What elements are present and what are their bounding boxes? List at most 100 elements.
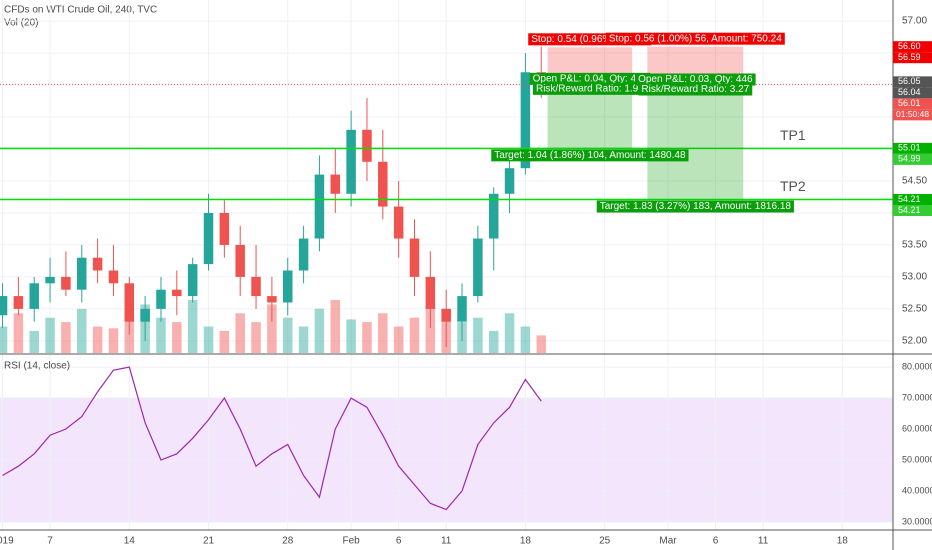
rsi-title: RSI (14, close) — [4, 361, 70, 372]
candle-body — [61, 276, 71, 290]
candle-body — [251, 276, 261, 297]
rsi-line — [2, 366, 542, 511]
candle-body — [346, 129, 356, 194]
y-tick-label: 52.00 — [902, 335, 927, 346]
volume-bar — [536, 335, 547, 353]
x-tick-label: 21 — [203, 536, 215, 547]
ratio-label: Risk/Reward Ratio: 3.27 — [641, 84, 749, 95]
volume-bar — [473, 317, 483, 353]
pnl-label-box — [635, 73, 756, 86]
volume-bar — [378, 313, 388, 353]
volume-bar — [330, 300, 341, 353]
candle-body — [108, 270, 119, 284]
x-tick-label: 6 — [396, 536, 402, 547]
price-tag-box — [893, 98, 932, 110]
pnl-label: Open P&L: 0.04, Qty: 462 — [533, 73, 648, 84]
volume-bar — [45, 317, 55, 353]
volume-bar — [29, 330, 39, 353]
price-tag: 54.21 — [898, 194, 921, 204]
y-tick-label: 53.50 — [902, 240, 927, 251]
candle-body — [298, 238, 309, 271]
ratio-label: Risk/Reward Ratio: 1.93 — [536, 83, 644, 94]
volume-bar — [108, 328, 119, 353]
price-tag: 54.99 — [898, 154, 921, 164]
volume-bar — [251, 322, 261, 353]
y-tick-label: 52.50 — [902, 304, 927, 315]
ratio-label-box — [638, 83, 753, 96]
price-tag: 54.21 — [898, 205, 921, 215]
candle-body — [92, 257, 103, 271]
target-line-label: TP2 — [780, 178, 806, 194]
price-tag-box — [893, 153, 932, 165]
stop-label: Stop: 0.56 (1.00%) 56, Amount: 750.24 — [609, 33, 782, 44]
symbol-title: CFDs on WTI Crude Oil, 240, TVC — [4, 5, 157, 16]
volume-bar — [425, 304, 436, 353]
price-tag-box — [893, 194, 932, 206]
candle-body — [330, 174, 341, 194]
price-tag: 56.59 — [898, 52, 921, 62]
stop-label-box — [605, 32, 785, 45]
x-tick-label: 18 — [520, 536, 532, 547]
x-tick-label: 6 — [713, 536, 719, 547]
target-label: Target: 1.04 (1.86%) 104, Amount: 1480.4… — [494, 150, 686, 161]
candle-body — [267, 296, 277, 303]
candle-body — [378, 161, 388, 207]
volume-bar — [61, 322, 71, 353]
volume-bar — [0, 326, 8, 353]
volume-bar — [504, 313, 515, 353]
candle-body — [77, 257, 87, 290]
candle-body — [45, 276, 55, 284]
x-tick-label: Feb — [342, 536, 360, 547]
target-label: Target: 1.83 (3.27%) 183, Amount: 1816.1… — [600, 201, 792, 212]
volume-bar — [393, 326, 404, 353]
candle-body — [488, 193, 499, 239]
x-tick-label: 11 — [441, 536, 452, 547]
candle-body — [0, 296, 8, 316]
candle-body — [425, 276, 436, 309]
candle-body — [156, 289, 166, 309]
y-tick-label: 70.0000 — [902, 392, 932, 402]
candle-body — [457, 296, 467, 322]
candle-body — [520, 72, 531, 169]
candle-body — [187, 264, 198, 297]
candle-body — [172, 289, 182, 297]
volume-bar — [346, 319, 356, 353]
candle-body — [203, 212, 214, 265]
stop-label: Stop: 0.54 (0.96%) 54, Am — [531, 34, 648, 45]
candle-body — [235, 244, 245, 277]
x-tick-label: 7 — [47, 536, 53, 547]
candle-body — [362, 129, 372, 162]
volume-bar — [314, 308, 325, 353]
ratio-label-box — [532, 82, 647, 95]
volume-bar — [77, 308, 87, 353]
volume-label: Vol (20) — [4, 18, 38, 29]
x-tick-label: 14 — [124, 536, 136, 547]
x-tick-label: 2019 — [0, 536, 14, 547]
price-tag-box — [893, 205, 932, 217]
volume-bar — [92, 326, 103, 353]
volume-bar — [172, 322, 182, 353]
price-tag-box — [893, 41, 932, 53]
volume-bar — [235, 313, 245, 353]
volume-bar — [520, 326, 531, 353]
candle-body — [282, 270, 293, 303]
volume-bar — [282, 317, 293, 353]
y-tick-label: 53.00 — [902, 272, 927, 283]
target-label-box — [491, 149, 689, 162]
y-tick-label: 80.0000 — [902, 361, 932, 371]
x-tick-label: 11 — [758, 536, 769, 547]
y-tick-label: 40.0000 — [902, 485, 932, 495]
pnl-label: Open P&L: 0.03, Qty: 446 — [638, 74, 753, 85]
x-tick-label: 28 — [282, 536, 294, 547]
volume-bar — [298, 326, 309, 353]
countdown: 01:50:48 — [896, 109, 929, 119]
volume-bar — [267, 304, 277, 353]
pnl-label-box — [529, 72, 651, 85]
y-tick-label: 54.50 — [902, 176, 927, 187]
volume-bar — [187, 300, 198, 353]
candle-body — [409, 238, 420, 277]
y-tick-label: 60.0000 — [902, 423, 932, 433]
price-tag-box — [893, 142, 932, 154]
volume-bar — [156, 317, 166, 353]
x-tick-label: 18 — [837, 536, 849, 547]
